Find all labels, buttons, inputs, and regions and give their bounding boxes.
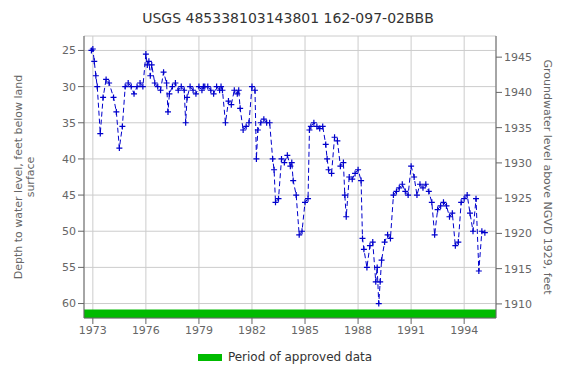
svg-text:1973: 1973 (79, 324, 107, 337)
svg-text:1930: 1930 (504, 157, 532, 170)
svg-text:1985: 1985 (291, 324, 319, 337)
svg-text:1976: 1976 (132, 324, 160, 337)
svg-text:1994: 1994 (450, 324, 478, 337)
svg-text:45: 45 (62, 189, 76, 202)
svg-text:1940: 1940 (504, 86, 532, 99)
svg-text:1991: 1991 (397, 324, 425, 337)
svg-text:1910: 1910 (504, 298, 532, 311)
svg-text:25: 25 (62, 44, 76, 57)
svg-text:35: 35 (62, 117, 76, 130)
svg-text:1982: 1982 (238, 324, 266, 337)
svg-text:Groundwater level above NGVD 1: Groundwater level above NGVD 1929, feet (541, 59, 554, 295)
svg-text:40: 40 (62, 153, 76, 166)
svg-text:Depth to water level, feet bel: Depth to water level, feet below landsur… (12, 75, 37, 280)
html-text:USGS 485338103143801 162-097-0: USGS 485338103143801 162-097-02BBB (142, 10, 434, 26)
svg-text:1945: 1945 (504, 51, 532, 64)
svg-text:50: 50 (62, 225, 76, 238)
svg-text:1920: 1920 (504, 227, 532, 240)
svg-text:55: 55 (62, 261, 76, 274)
svg-text:30: 30 (62, 81, 76, 94)
svg-text:1935: 1935 (504, 122, 532, 135)
svg-text:1988: 1988 (344, 324, 372, 337)
svg-text:1979: 1979 (185, 324, 213, 337)
html-text:Period of approved data: Period of approved data (227, 350, 373, 364)
svg-text:1915: 1915 (504, 263, 532, 276)
svg-text:1925: 1925 (504, 192, 532, 205)
svg-text:60: 60 (62, 297, 76, 310)
